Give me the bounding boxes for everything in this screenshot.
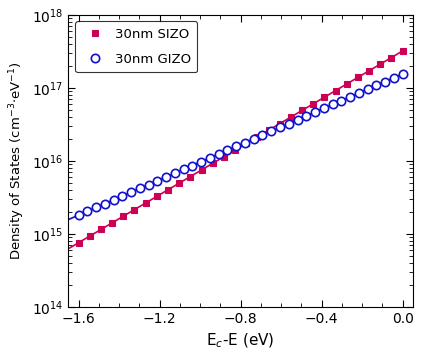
- 30nm SIZO: [165, 188, 171, 192]
- 30nm GIZO: [400, 72, 405, 76]
- Legend: 30nm SIZO, 30nm GIZO: 30nm SIZO, 30nm GIZO: [75, 21, 197, 72]
- 30nm GIZO: [225, 148, 230, 152]
- 30nm SIZO: [322, 95, 327, 99]
- 30nm SIZO: [400, 49, 405, 53]
- 30nm GIZO: [208, 156, 213, 160]
- 30nm GIZO: [304, 114, 309, 118]
- 30nm SIZO: [109, 221, 115, 225]
- 30nm GIZO: [260, 133, 265, 137]
- 30nm GIZO: [277, 125, 282, 130]
- 30nm GIZO: [374, 83, 379, 87]
- 30nm GIZO: [295, 117, 300, 122]
- 30nm GIZO: [251, 137, 256, 141]
- 30nm SIZO: [299, 108, 304, 112]
- 30nm SIZO: [76, 241, 81, 245]
- 30nm GIZO: [365, 87, 370, 91]
- 30nm GIZO: [356, 91, 361, 95]
- 30nm SIZO: [221, 155, 226, 159]
- 30nm SIZO: [378, 62, 383, 66]
- 30nm SIZO: [154, 194, 159, 198]
- 30nm SIZO: [266, 128, 271, 132]
- 30nm GIZO: [321, 106, 326, 110]
- 30nm SIZO: [210, 161, 215, 166]
- 30nm SIZO: [367, 69, 372, 73]
- 30nm SIZO: [355, 75, 360, 80]
- 30nm SIZO: [344, 82, 349, 86]
- Line: 30nm SIZO: 30nm SIZO: [75, 48, 406, 246]
- 30nm GIZO: [216, 152, 221, 156]
- 30nm SIZO: [121, 214, 126, 218]
- 30nm GIZO: [286, 121, 291, 126]
- 30nm SIZO: [255, 135, 260, 139]
- 30nm SIZO: [99, 227, 104, 232]
- 30nm GIZO: [137, 186, 142, 191]
- 30nm SIZO: [188, 175, 193, 179]
- 30nm GIZO: [269, 129, 274, 133]
- 30nm GIZO: [85, 209, 90, 213]
- 30nm GIZO: [347, 95, 352, 99]
- 30nm SIZO: [143, 201, 148, 205]
- Y-axis label: Density of States (cm$^{-3}$$\cdot$eV$^{-1}$): Density of States (cm$^{-3}$$\cdot$eV$^{…: [7, 61, 27, 260]
- 30nm GIZO: [155, 178, 160, 183]
- 30nm SIZO: [199, 168, 204, 172]
- 30nm GIZO: [199, 160, 204, 164]
- 30nm SIZO: [311, 102, 316, 106]
- 30nm GIZO: [312, 110, 317, 114]
- 30nm GIZO: [234, 144, 239, 149]
- 30nm SIZO: [232, 148, 237, 152]
- 30nm GIZO: [190, 164, 195, 168]
- 30nm GIZO: [129, 190, 134, 194]
- 30nm GIZO: [111, 198, 116, 202]
- 30nm GIZO: [102, 201, 107, 206]
- 30nm SIZO: [244, 141, 249, 146]
- 30nm SIZO: [277, 121, 282, 126]
- 30nm GIZO: [181, 167, 186, 171]
- 30nm SIZO: [132, 207, 137, 212]
- 30nm SIZO: [177, 181, 182, 185]
- Line: 30nm GIZO: 30nm GIZO: [75, 70, 407, 219]
- 30nm GIZO: [173, 171, 178, 175]
- 30nm GIZO: [391, 76, 396, 80]
- 30nm SIZO: [288, 115, 293, 119]
- 30nm GIZO: [93, 205, 99, 210]
- 30nm SIZO: [333, 89, 338, 93]
- 30nm GIZO: [339, 99, 344, 103]
- 30nm GIZO: [120, 194, 125, 198]
- 30nm GIZO: [383, 80, 388, 84]
- 30nm GIZO: [330, 102, 335, 107]
- X-axis label: E$_c$-E (eV): E$_c$-E (eV): [206, 332, 275, 350]
- 30nm SIZO: [87, 234, 92, 238]
- 30nm GIZO: [164, 175, 169, 179]
- 30nm GIZO: [76, 213, 81, 217]
- 30nm GIZO: [242, 140, 248, 145]
- 30nm SIZO: [389, 55, 394, 60]
- 30nm GIZO: [146, 182, 151, 187]
